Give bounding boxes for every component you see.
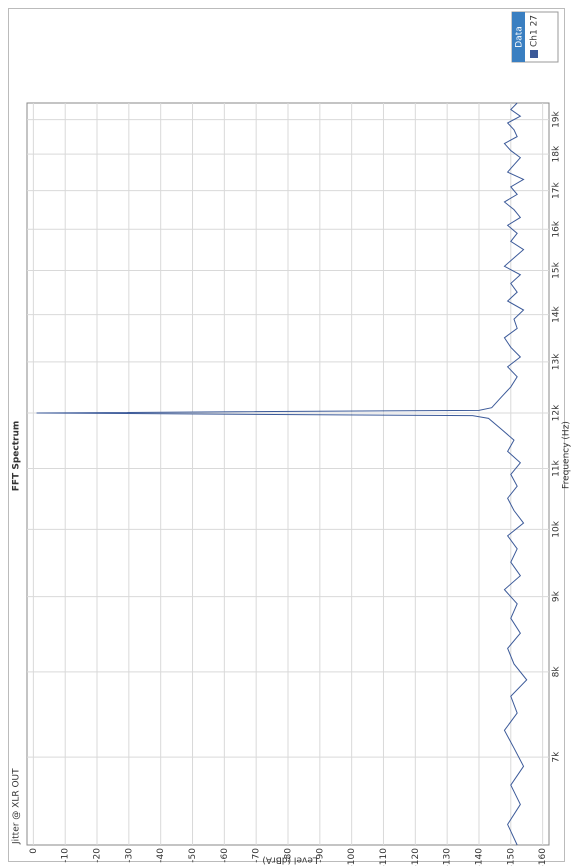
y-tick-label: -130 bbox=[443, 848, 453, 866]
series-line bbox=[36, 102, 528, 846]
x-tick-label: 17k bbox=[552, 181, 562, 198]
y-tick-label: -100 bbox=[347, 848, 357, 866]
y-tick-label: -70 bbox=[252, 848, 262, 863]
y-tick-label: 0 bbox=[29, 848, 39, 854]
x-tick-label: 18k bbox=[552, 145, 562, 162]
y-tick-label: -60 bbox=[220, 848, 230, 863]
x-tick-label: 16k bbox=[552, 220, 562, 237]
legend-header bbox=[512, 12, 525, 62]
x-tick-label: 8k bbox=[552, 666, 562, 678]
y-tick-label: -110 bbox=[379, 848, 389, 866]
legend-swatch bbox=[530, 50, 538, 58]
x-tick-label: 10k bbox=[552, 520, 562, 537]
x-tick-label: 15k bbox=[552, 261, 562, 278]
y-tick-label: -10 bbox=[61, 848, 71, 863]
x-tick-label: 9k bbox=[552, 590, 562, 602]
y-tick-label: -140 bbox=[474, 848, 484, 866]
x-axis-label: Frequency (Hz) bbox=[562, 421, 571, 489]
y-tick-label: -90 bbox=[315, 848, 325, 863]
y-tick-label: -50 bbox=[188, 848, 198, 863]
x-tick-label: 7k bbox=[552, 751, 562, 763]
y-tick-label: -30 bbox=[124, 848, 134, 863]
x-tick-label: 13k bbox=[552, 353, 562, 370]
y-tick-label: -120 bbox=[411, 848, 421, 866]
legend-label: Ch1 27 bbox=[530, 15, 540, 47]
x-tick-label: 19k bbox=[552, 110, 562, 127]
y-tick-label: -40 bbox=[156, 848, 166, 863]
y-tick-label: -80 bbox=[284, 848, 294, 863]
x-tick-label: 12k bbox=[552, 404, 562, 421]
y-axis-label: Level (dBrA) bbox=[262, 855, 317, 865]
legend-title: Data bbox=[515, 26, 525, 48]
y-tick-label: -160 bbox=[538, 848, 548, 866]
chart-subtitle: Jitter @ XLR OUT bbox=[12, 768, 22, 845]
y-tick-label: -150 bbox=[506, 848, 516, 866]
x-tick-label: 11k bbox=[552, 459, 562, 476]
y-tick-label: -20 bbox=[93, 848, 103, 863]
x-tick-label: 14k bbox=[552, 305, 562, 322]
chart-title: FFT Spectrum bbox=[12, 421, 22, 491]
rotated-chart: FFT Spectrum Jitter @ XLR OUT Frequency … bbox=[12, 11, 571, 866]
